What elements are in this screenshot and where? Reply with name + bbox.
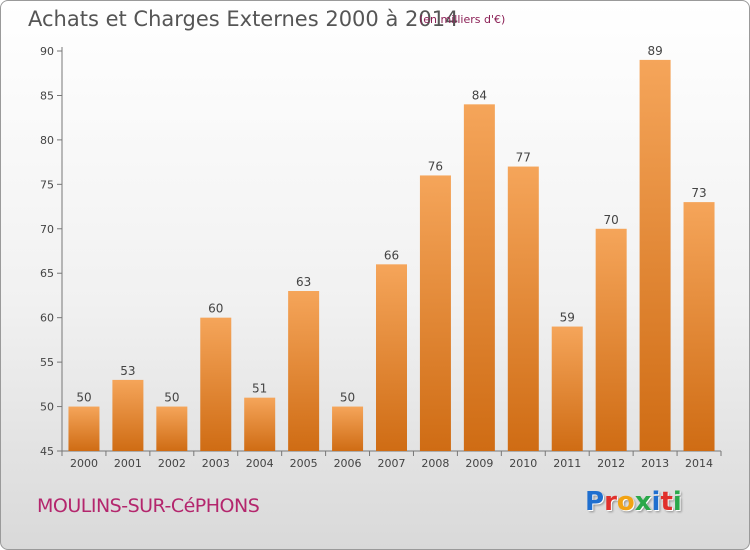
data-label-2005: 63 (296, 275, 311, 289)
bar-2010 (507, 166, 539, 452)
x-tick-label: 2008 (421, 457, 449, 470)
data-label-2004: 51 (252, 382, 267, 396)
bar-2007 (376, 264, 407, 451)
data-label-2010: 77 (516, 151, 531, 165)
bar-2014 (683, 202, 715, 451)
y-tick-label: 45 (40, 445, 54, 458)
proxiti-logo: Proxiti (585, 487, 682, 517)
y-tick-label: 50 (40, 401, 54, 414)
y-tick-label: 65 (40, 267, 54, 280)
y-tick-label: 85 (40, 89, 54, 102)
bar-2013 (639, 59, 671, 452)
x-tick-label: 2001 (114, 457, 142, 470)
logo-letter: i (672, 487, 682, 517)
x-tick-label: 2005 (290, 457, 318, 470)
x-tick-label: 2006 (334, 457, 362, 470)
data-label-2012: 70 (604, 213, 619, 227)
y-tick-label: 75 (40, 178, 54, 191)
y-tick-label: 80 (40, 134, 54, 147)
x-tick-label: 2000 (70, 457, 98, 470)
data-label-2001: 53 (120, 364, 135, 378)
bar-2001 (112, 379, 144, 451)
y-tick-label: 55 (40, 356, 54, 369)
chart-title: Achats et Charges Externes 2000 à 2014 (28, 7, 459, 31)
logo-letter: i (651, 487, 661, 517)
bar-2012 (595, 228, 627, 451)
x-tick-label: 2007 (378, 457, 406, 470)
data-label-2014: 73 (691, 186, 706, 200)
x-tick-label: 2011 (553, 457, 581, 470)
logo-letter: t (660, 487, 673, 517)
bar-2004 (244, 397, 276, 451)
bar-2005 (288, 291, 320, 451)
data-label-2007: 66 (384, 248, 399, 262)
bar-2000 (68, 406, 100, 451)
logo-letter: x (634, 487, 652, 517)
bar-2003 (200, 317, 232, 451)
data-label-2000: 50 (76, 391, 91, 405)
data-label-2008: 76 (428, 159, 443, 173)
logo-letter: r (604, 487, 617, 517)
x-tick-label: 2013 (641, 457, 669, 470)
y-tick-label: 70 (40, 223, 54, 236)
x-tick-label: 2003 (202, 457, 230, 470)
bar-2006 (332, 406, 364, 451)
x-tick-label: 2014 (685, 457, 713, 470)
x-tick-label: 2004 (246, 457, 274, 470)
y-tick-label: 60 (40, 312, 54, 325)
chart-unit-label: (en milliers d'€) (419, 13, 506, 26)
bar-2009 (463, 104, 495, 451)
data-label-2009: 84 (472, 88, 487, 102)
data-label-2003: 60 (208, 302, 223, 316)
data-label-2006: 50 (340, 391, 355, 405)
x-tick-label: 2009 (465, 457, 493, 470)
x-tick-label: 2010 (509, 457, 537, 470)
bar-2011 (551, 326, 583, 451)
place-name: MOULINS-SUR-CéPHONS (37, 495, 260, 517)
bar-2002 (156, 406, 188, 451)
data-label-2002: 50 (164, 391, 179, 405)
bar-2008 (419, 175, 451, 451)
x-tick-label: 2002 (158, 457, 186, 470)
y-tick-label: 90 (40, 45, 54, 58)
data-label-2011: 59 (560, 311, 575, 325)
logo-letter: o (616, 487, 635, 517)
logo-letter: P (585, 487, 605, 517)
x-tick-label: 2012 (597, 457, 625, 470)
data-label-2013: 89 (647, 44, 662, 58)
